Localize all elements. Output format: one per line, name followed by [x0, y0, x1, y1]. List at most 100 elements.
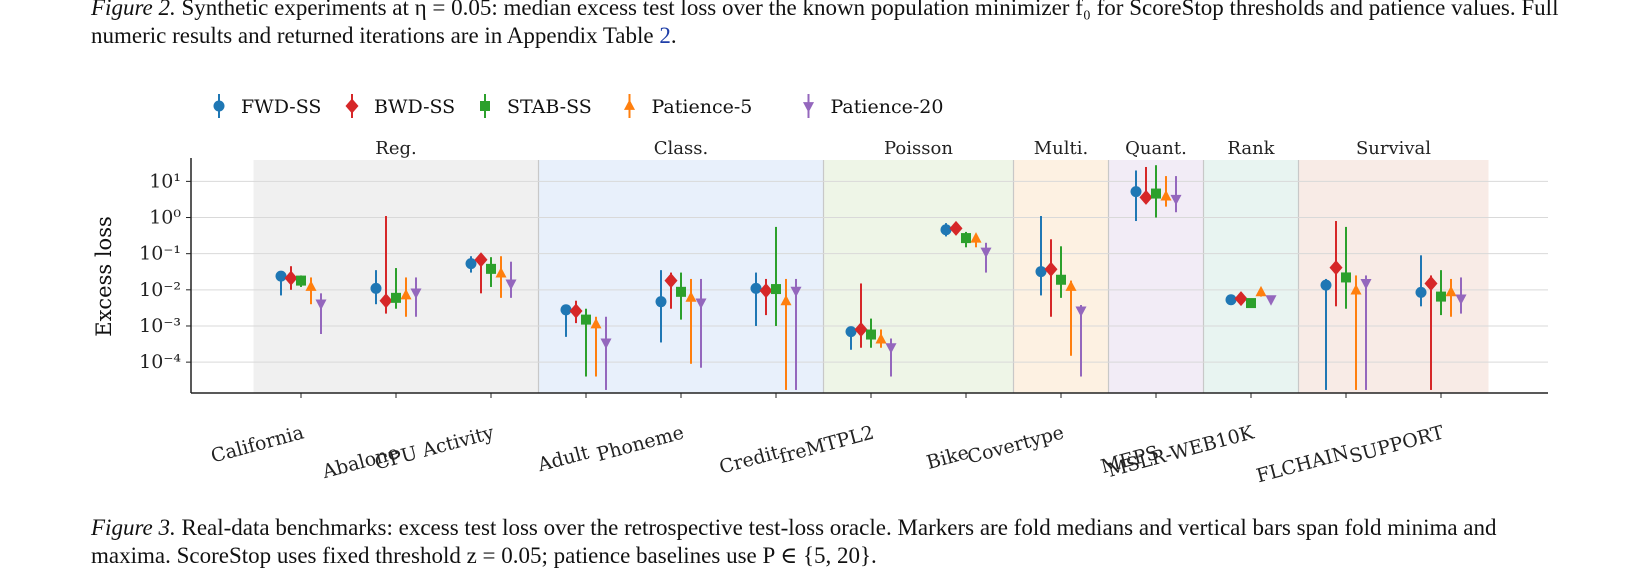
point-stab-ss [961, 233, 971, 244]
point-patience-5 [495, 267, 507, 278]
point-stab-ss [1246, 298, 1256, 309]
point-fwd-ss [845, 326, 857, 338]
y-tick-label: 10⁻¹ [139, 243, 181, 265]
point-patience-5 [305, 280, 317, 291]
point-stab-ss [391, 292, 401, 303]
point-bwd-ss [664, 273, 678, 289]
point-patience-20 [885, 343, 897, 354]
legend-marker [345, 98, 359, 114]
y-tick-label: 10⁻³ [139, 315, 181, 337]
x-tick-label: Covertype [965, 422, 1066, 469]
point-fwd-ss [1415, 286, 1427, 298]
legend-marker [802, 102, 815, 113]
point-patience-20 [1265, 295, 1277, 306]
group-band-6 [1298, 160, 1489, 393]
x-tick-label: Adult [535, 441, 592, 476]
x-tick-label: freMTPL2 [777, 422, 876, 468]
x-tick-label: SUPPORT [1347, 421, 1447, 467]
point-patience-5 [1350, 284, 1362, 295]
figure-3-label: Figure 3. [91, 515, 176, 540]
group-label: Survival [1356, 138, 1431, 159]
point-stab-ss [676, 286, 686, 297]
group-label: Rank [1227, 138, 1275, 159]
point-patience-5 [1160, 190, 1172, 201]
legend-label: Patience-20 [831, 96, 944, 118]
point-patience-20 [600, 338, 612, 349]
group-label: Poisson [884, 138, 953, 159]
point-patience-5 [875, 333, 887, 344]
point-stab-ss [771, 284, 781, 295]
point-patience-5 [780, 294, 792, 306]
point-stab-ss [866, 329, 876, 340]
point-patience-5 [400, 288, 412, 300]
point-patience-5 [1065, 280, 1077, 291]
point-stab-ss [1436, 291, 1446, 302]
point-patience-20 [1360, 279, 1372, 290]
point-patience-20 [980, 247, 992, 258]
group-label: Quant. [1125, 138, 1187, 159]
group-label: Reg. [375, 138, 416, 159]
point-stab-ss [486, 263, 496, 274]
point-patience-20 [1170, 194, 1182, 206]
point-patience-5 [970, 232, 982, 243]
point-fwd-ss [1320, 279, 1332, 291]
point-fwd-ss [940, 224, 952, 236]
point-bwd-ss [379, 293, 393, 309]
y-tick-label: 10⁰ [149, 207, 181, 229]
x-tick-label: FLCHAIN [1254, 442, 1351, 488]
y-tick-label: 10⁻² [139, 279, 181, 301]
figure-2-label: Figure 2. [91, 0, 176, 20]
legend-marker [213, 100, 225, 112]
point-bwd-ss [1329, 260, 1343, 276]
appendix-table-link[interactable]: 2 [659, 23, 671, 48]
point-patience-20 [1455, 294, 1467, 305]
point-patience-20 [505, 279, 517, 290]
point-stab-ss [581, 314, 591, 325]
point-patience-5 [590, 317, 602, 329]
point-stab-ss [1151, 188, 1161, 199]
point-patience-5 [1255, 285, 1267, 297]
figure-2-end: . [670, 23, 677, 48]
point-fwd-ss [275, 270, 287, 282]
point-fwd-ss [560, 304, 572, 316]
point-patience-20 [1075, 306, 1087, 317]
x-tick-label: Phoneme [594, 422, 686, 466]
point-stab-ss [1056, 274, 1066, 285]
point-bwd-ss [474, 252, 488, 268]
x-tick-label: California [209, 422, 307, 468]
point-fwd-ss [1130, 186, 1142, 198]
point-patience-20 [315, 299, 327, 310]
point-fwd-ss [465, 258, 477, 270]
legend-label: BWD-SS [374, 96, 455, 118]
point-bwd-ss [284, 270, 298, 286]
point-patience-20 [790, 286, 802, 298]
point-fwd-ss [1035, 266, 1047, 278]
point-bwd-ss [1234, 291, 1248, 307]
point-patience-20 [695, 298, 707, 309]
point-bwd-ss [1424, 275, 1438, 291]
figure-3-caption: Figure 3. Real-data benchmarks: excess t… [91, 514, 1561, 570]
group-label: Multi. [1034, 138, 1089, 159]
legend-label: FWD-SS [241, 96, 321, 118]
point-fwd-ss [1225, 294, 1237, 306]
y-tick-label: 10⁻⁴ [139, 351, 181, 373]
point-fwd-ss [655, 296, 667, 308]
point-stab-ss [296, 275, 306, 286]
point-patience-5 [685, 291, 697, 302]
x-tick-label: CPU Activity [372, 422, 496, 475]
y-axis-label: Excess loss [92, 216, 116, 337]
legend-label: STAB-SS [507, 96, 592, 118]
group-label: Class. [654, 138, 708, 159]
point-bwd-ss [569, 303, 583, 319]
point-bwd-ss [759, 283, 773, 299]
point-bwd-ss [1139, 189, 1153, 205]
point-fwd-ss [370, 282, 382, 294]
point-patience-5 [1445, 285, 1457, 297]
group-band-2 [823, 160, 1014, 393]
point-bwd-ss [854, 321, 868, 337]
figure-3-text: Real-data benchmarks: excess test loss o… [91, 515, 1497, 568]
x-tick-label: Credit [717, 441, 782, 478]
group-band-5 [1203, 160, 1299, 393]
point-bwd-ss [1044, 261, 1058, 277]
